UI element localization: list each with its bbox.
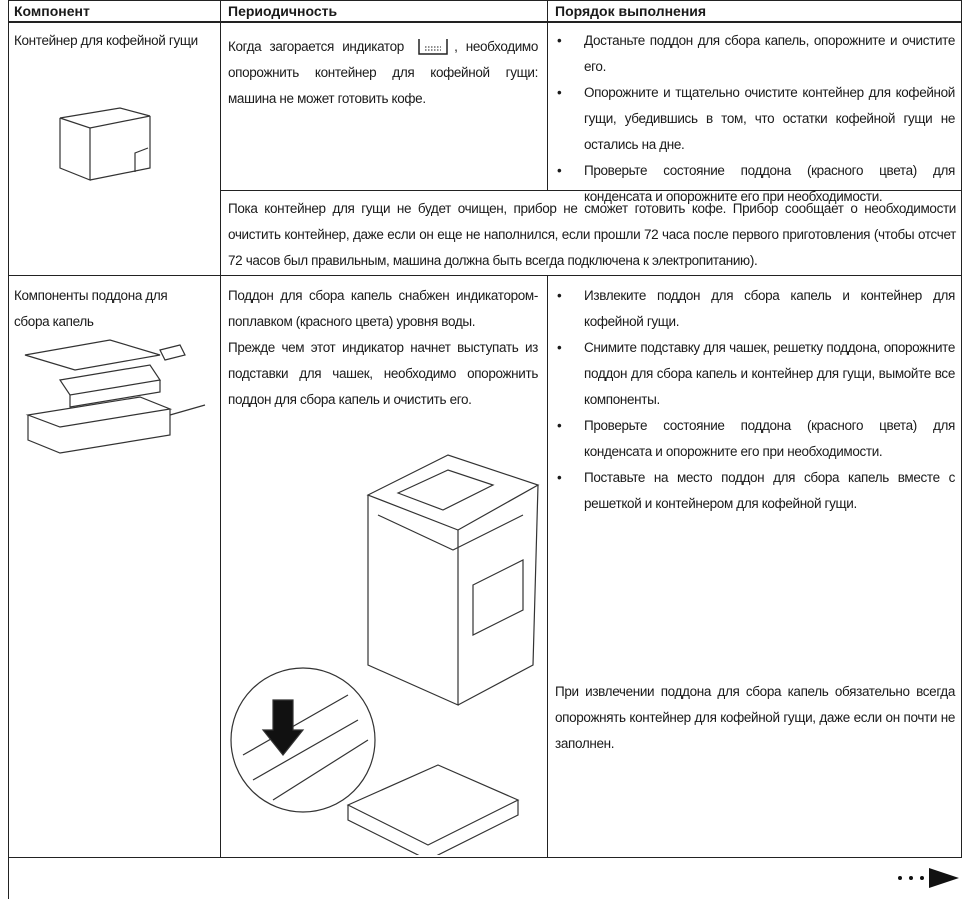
frequency: Поддон для сбора капель снабжен индикато… bbox=[228, 283, 538, 413]
component: Контейнер для кофейной гущи bbox=[14, 33, 198, 48]
rule bbox=[8, 0, 962, 1]
rule bbox=[8, 21, 962, 23]
note: Пока контейнер для гущи не будет очищен,… bbox=[228, 201, 956, 268]
continue-arrow bbox=[898, 868, 959, 888]
frequency-text: Когда загорается индикатор bbox=[228, 39, 404, 54]
step: Достаньте поддон для сбора капель, опоро… bbox=[555, 28, 955, 80]
rule bbox=[8, 857, 962, 858]
rule bbox=[547, 275, 548, 857]
frequency: Когда загорается индикатор , необходимо … bbox=[228, 34, 538, 112]
header-cell: Компонент bbox=[14, 3, 90, 19]
step: Проверьте состояние поддона (красного цв… bbox=[555, 413, 955, 465]
step: Снимите подставку для чашек, решетку под… bbox=[555, 335, 955, 413]
rule bbox=[220, 0, 221, 857]
machine-illustration bbox=[230, 454, 540, 855]
frequency-text: Прежде чем этот индикатор начнет выступа… bbox=[228, 340, 538, 407]
rule bbox=[961, 0, 962, 858]
container-illustration bbox=[59, 107, 151, 181]
component: Компоненты поддона для сбора капель bbox=[14, 288, 168, 329]
step: Опорожните и тщательно очистите контейне… bbox=[555, 80, 955, 158]
rule bbox=[547, 0, 548, 190]
steps: Извлеките поддон для сбора капель и конт… bbox=[555, 283, 955, 517]
indicator-icon bbox=[418, 39, 448, 56]
rule bbox=[8, 0, 9, 899]
step: Извлеките поддон для сбора капель и конт… bbox=[555, 283, 955, 335]
step: Проверьте состояние поддона (красного цв… bbox=[555, 158, 955, 210]
note: При извлечении поддона для сбора капель … bbox=[555, 684, 955, 751]
frequency-text: Поддон для сбора капель снабжен индикато… bbox=[228, 288, 538, 329]
rule bbox=[8, 275, 962, 276]
tray-illustration bbox=[24, 339, 206, 454]
steps: Достаньте поддон для сбора капель, опоро… bbox=[555, 28, 955, 210]
step: Поставьте на место поддон для сбора капе… bbox=[555, 465, 955, 517]
frequency-text: , необходимо опорожнить контейнер для ко… bbox=[228, 39, 539, 106]
header-cell: Периодичность bbox=[228, 3, 338, 19]
header-cell: Порядок выполнения bbox=[555, 3, 707, 19]
